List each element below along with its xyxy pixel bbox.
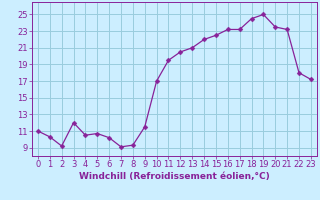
X-axis label: Windchill (Refroidissement éolien,°C): Windchill (Refroidissement éolien,°C) — [79, 172, 270, 181]
